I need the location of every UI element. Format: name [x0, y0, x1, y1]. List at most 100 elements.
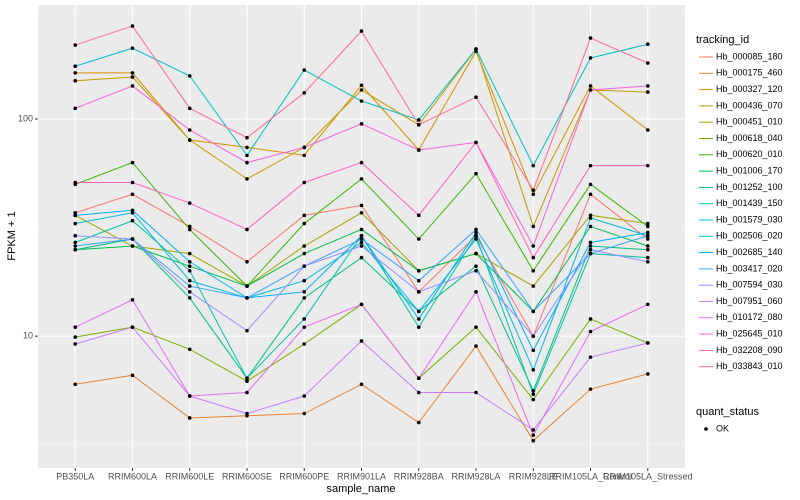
point	[187, 227, 192, 232]
legend-label: Hb_000085_180	[716, 51, 783, 61]
point	[130, 244, 135, 248]
point	[73, 78, 78, 83]
point	[245, 379, 249, 384]
point	[359, 203, 364, 208]
point	[588, 36, 593, 40]
point	[187, 347, 192, 352]
point	[645, 341, 650, 345]
point	[130, 298, 135, 302]
point	[416, 213, 421, 218]
point	[187, 224, 192, 229]
point	[531, 163, 536, 168]
legend-label: Hb_007594_030	[716, 280, 783, 290]
point	[130, 237, 135, 241]
x-tick-label: RRIM928BA	[394, 471, 444, 481]
point	[531, 392, 536, 397]
point	[531, 334, 536, 338]
point	[474, 95, 478, 100]
plot-area	[38, 5, 685, 468]
point	[645, 90, 650, 94]
point	[416, 325, 421, 329]
point	[416, 123, 421, 127]
point	[73, 64, 78, 69]
point	[588, 88, 593, 92]
point	[245, 259, 249, 264]
point	[130, 218, 135, 223]
point	[245, 153, 249, 158]
point	[130, 325, 135, 329]
point	[474, 268, 478, 273]
point	[359, 382, 364, 387]
point	[73, 335, 78, 339]
point	[245, 160, 249, 165]
point	[588, 56, 593, 60]
point	[588, 244, 593, 248]
point	[73, 342, 78, 346]
point	[645, 372, 650, 376]
legend-label: Hb_001439_150	[716, 198, 783, 208]
point	[359, 88, 364, 92]
point	[588, 251, 593, 256]
point	[474, 140, 478, 145]
point	[302, 278, 307, 283]
point	[645, 221, 650, 226]
point	[130, 71, 135, 75]
point	[187, 290, 192, 294]
point	[359, 233, 364, 238]
point	[187, 251, 192, 256]
point	[359, 339, 364, 343]
point	[588, 387, 593, 391]
point	[359, 29, 364, 33]
x-tick-label: RRIM600LA	[108, 471, 157, 481]
legend-label: Hb_000327_120	[716, 84, 783, 94]
x-tick-label: RRIM928LE	[509, 471, 558, 481]
point	[416, 278, 421, 283]
point	[645, 42, 650, 47]
point	[416, 148, 421, 152]
point	[359, 160, 364, 165]
legend-label: Hb_033843_010	[716, 361, 783, 371]
point	[474, 230, 478, 235]
point	[187, 259, 192, 264]
point	[302, 394, 307, 398]
legend-label: Hb_000451_010	[716, 117, 783, 127]
legend-label: Hb_000436_070	[716, 100, 783, 110]
point	[588, 240, 593, 245]
point	[187, 296, 192, 300]
point	[73, 325, 78, 329]
point	[187, 264, 192, 268]
point	[73, 382, 78, 387]
point	[302, 317, 307, 321]
legend-label: Hb_001252_100	[716, 182, 783, 192]
x-tick-label: RRIM901LA	[337, 471, 386, 481]
point	[359, 244, 364, 248]
point	[302, 153, 307, 158]
point	[531, 268, 536, 273]
point	[302, 145, 307, 150]
point	[474, 233, 478, 238]
point	[130, 373, 135, 378]
point	[416, 268, 421, 273]
point	[645, 237, 650, 241]
point	[474, 264, 478, 268]
legend-label: Hb_032208_090	[716, 345, 783, 355]
point	[187, 128, 192, 132]
point	[302, 325, 307, 329]
point	[187, 138, 192, 142]
y-tick-label: 10	[23, 331, 33, 341]
point	[302, 264, 307, 268]
point	[645, 244, 650, 248]
x-tick-label: RRIM600PE	[279, 471, 329, 481]
point	[531, 309, 536, 314]
point	[531, 428, 536, 432]
point	[474, 171, 478, 176]
point	[359, 237, 364, 241]
point	[531, 433, 536, 437]
point	[73, 233, 78, 238]
x-tick-label: RRIM600LE	[165, 471, 214, 481]
point	[130, 180, 135, 185]
point	[474, 47, 478, 51]
point	[645, 128, 650, 132]
point	[245, 376, 249, 381]
